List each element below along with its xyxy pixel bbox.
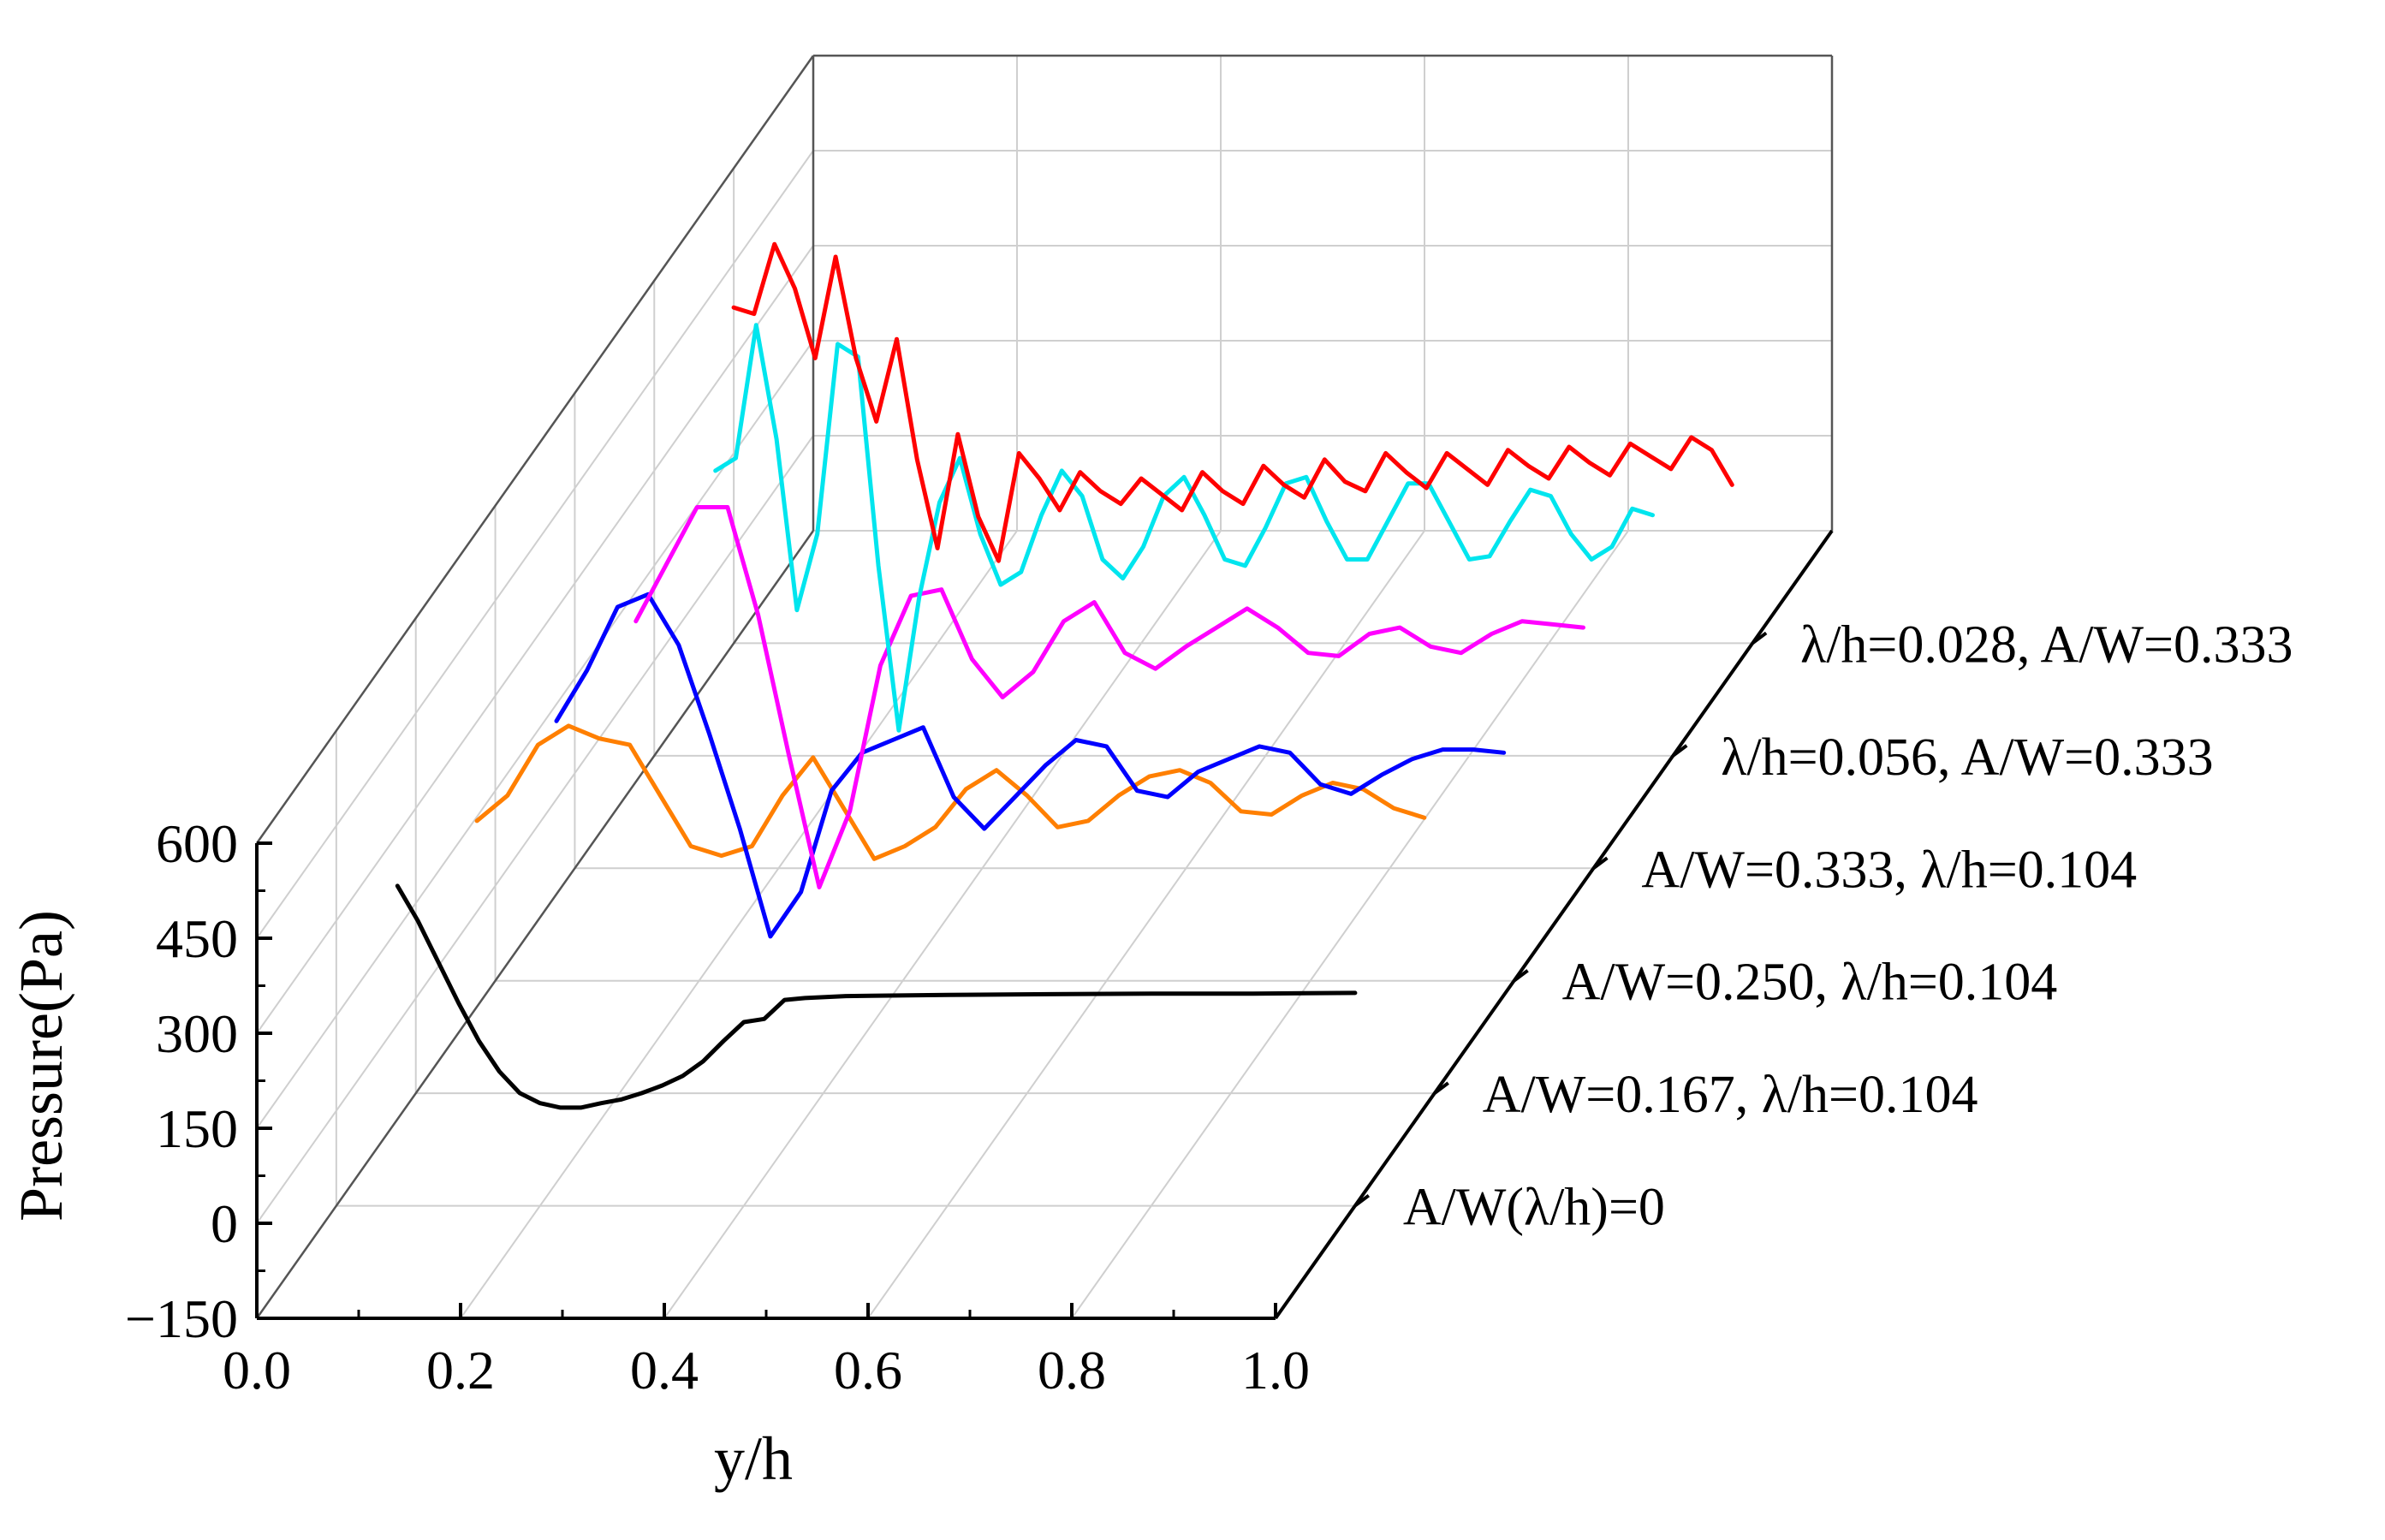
y-tick-label: 450 xyxy=(156,908,238,969)
depth-tick xyxy=(1592,856,1609,870)
series-line xyxy=(633,505,1585,889)
grid-layer xyxy=(256,55,1833,1319)
x-tick-label: 0.0 xyxy=(223,1340,291,1400)
depth-tick xyxy=(1433,1081,1449,1095)
axes-frame xyxy=(255,54,1834,1320)
y-tick-label: 600 xyxy=(156,813,238,874)
x-axis-ticks: 0.0 0.2 0.4 0.6 0.8 1.0 xyxy=(223,1340,1310,1400)
grid-line xyxy=(867,530,1425,1319)
depth-tick xyxy=(1672,744,1688,758)
grid-line xyxy=(256,435,814,1224)
series-label: λ/h=0.028, A/W=0.333 xyxy=(1800,615,2293,674)
series-layer xyxy=(395,241,1734,1110)
frame-edge xyxy=(255,55,815,844)
series-line xyxy=(713,323,1655,733)
y-tick-label: −150 xyxy=(125,1288,238,1349)
series-line xyxy=(474,723,1427,861)
y-axis-ticks: −150 0 150 300 450 600 xyxy=(125,813,238,1349)
series-depth-labels: A/W(λ/h)=0 A/W=0.167, λ/h=0.104 A/W=0.25… xyxy=(1403,615,2293,1236)
y-tick-label: 0 xyxy=(211,1193,238,1254)
y-tick-label: 150 xyxy=(156,1098,238,1159)
x-tick-label: 0.2 xyxy=(426,1340,495,1400)
grid-line xyxy=(256,340,814,1129)
x-axis-title: y/h xyxy=(714,1424,793,1493)
grid-line xyxy=(1071,530,1629,1319)
x-tick-label: 0.4 xyxy=(630,1340,699,1400)
y-axis-title: Pressure(Pa) xyxy=(7,910,75,1222)
series-label: λ/h=0.056, A/W=0.333 xyxy=(1721,728,2213,787)
x-tick-label: 0.8 xyxy=(1038,1340,1106,1400)
series-label: A/W=0.333, λ/h=0.104 xyxy=(1641,841,2137,899)
y-tick-label: 300 xyxy=(156,1003,238,1064)
series-line xyxy=(554,592,1507,939)
series-line xyxy=(731,241,1734,563)
series-line xyxy=(395,883,1358,1110)
depth-tick xyxy=(1751,631,1768,645)
grid-line xyxy=(256,245,814,1034)
depth-axis-line xyxy=(1274,529,1834,1320)
grid-line xyxy=(663,530,1222,1319)
frame-edge xyxy=(255,530,815,1319)
grid-line xyxy=(256,150,814,939)
series-label: A/W(λ/h)=0 xyxy=(1403,1179,1665,1237)
x-tick-label: 1.0 xyxy=(1241,1340,1310,1400)
series-label: A/W=0.167, λ/h=0.104 xyxy=(1483,1066,1978,1124)
depth-tick xyxy=(1353,1193,1371,1208)
grid-line xyxy=(460,530,1018,1319)
series-label: A/W=0.250, λ/h=0.104 xyxy=(1562,954,2058,1012)
depth-tick xyxy=(1513,969,1529,983)
x-tick-label: 0.6 xyxy=(834,1340,902,1400)
